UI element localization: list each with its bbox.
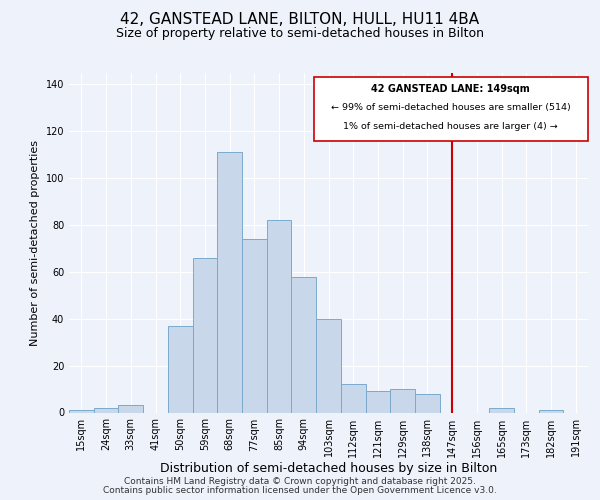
- Bar: [489, 408, 514, 412]
- Text: ← 99% of semi-detached houses are smaller (514): ← 99% of semi-detached houses are smalle…: [331, 103, 571, 112]
- Bar: [365, 392, 390, 412]
- Text: Size of property relative to semi-detached houses in Bilton: Size of property relative to semi-detach…: [116, 28, 484, 40]
- Bar: [242, 239, 267, 412]
- Text: Contains public sector information licensed under the Open Government Licence v3: Contains public sector information licen…: [103, 486, 497, 495]
- Text: Contains HM Land Registry data © Crown copyright and database right 2025.: Contains HM Land Registry data © Crown c…: [124, 477, 476, 486]
- Bar: [118, 406, 143, 412]
- Bar: [415, 394, 440, 412]
- Text: 42, GANSTEAD LANE, BILTON, HULL, HU11 4BA: 42, GANSTEAD LANE, BILTON, HULL, HU11 4B…: [121, 12, 479, 28]
- Bar: [292, 276, 316, 412]
- Bar: [168, 326, 193, 412]
- Bar: [94, 408, 118, 412]
- Bar: [390, 389, 415, 412]
- Text: 1% of semi-detached houses are larger (4) →: 1% of semi-detached houses are larger (4…: [343, 122, 558, 130]
- Bar: [267, 220, 292, 412]
- Bar: [217, 152, 242, 412]
- Bar: [69, 410, 94, 412]
- Text: 42 GANSTEAD LANE: 149sqm: 42 GANSTEAD LANE: 149sqm: [371, 84, 530, 94]
- X-axis label: Distribution of semi-detached houses by size in Bilton: Distribution of semi-detached houses by …: [160, 462, 497, 475]
- Bar: [193, 258, 217, 412]
- Bar: [316, 318, 341, 412]
- FancyBboxPatch shape: [314, 77, 588, 140]
- Bar: [539, 410, 563, 412]
- Bar: [341, 384, 365, 412]
- Y-axis label: Number of semi-detached properties: Number of semi-detached properties: [30, 140, 40, 346]
